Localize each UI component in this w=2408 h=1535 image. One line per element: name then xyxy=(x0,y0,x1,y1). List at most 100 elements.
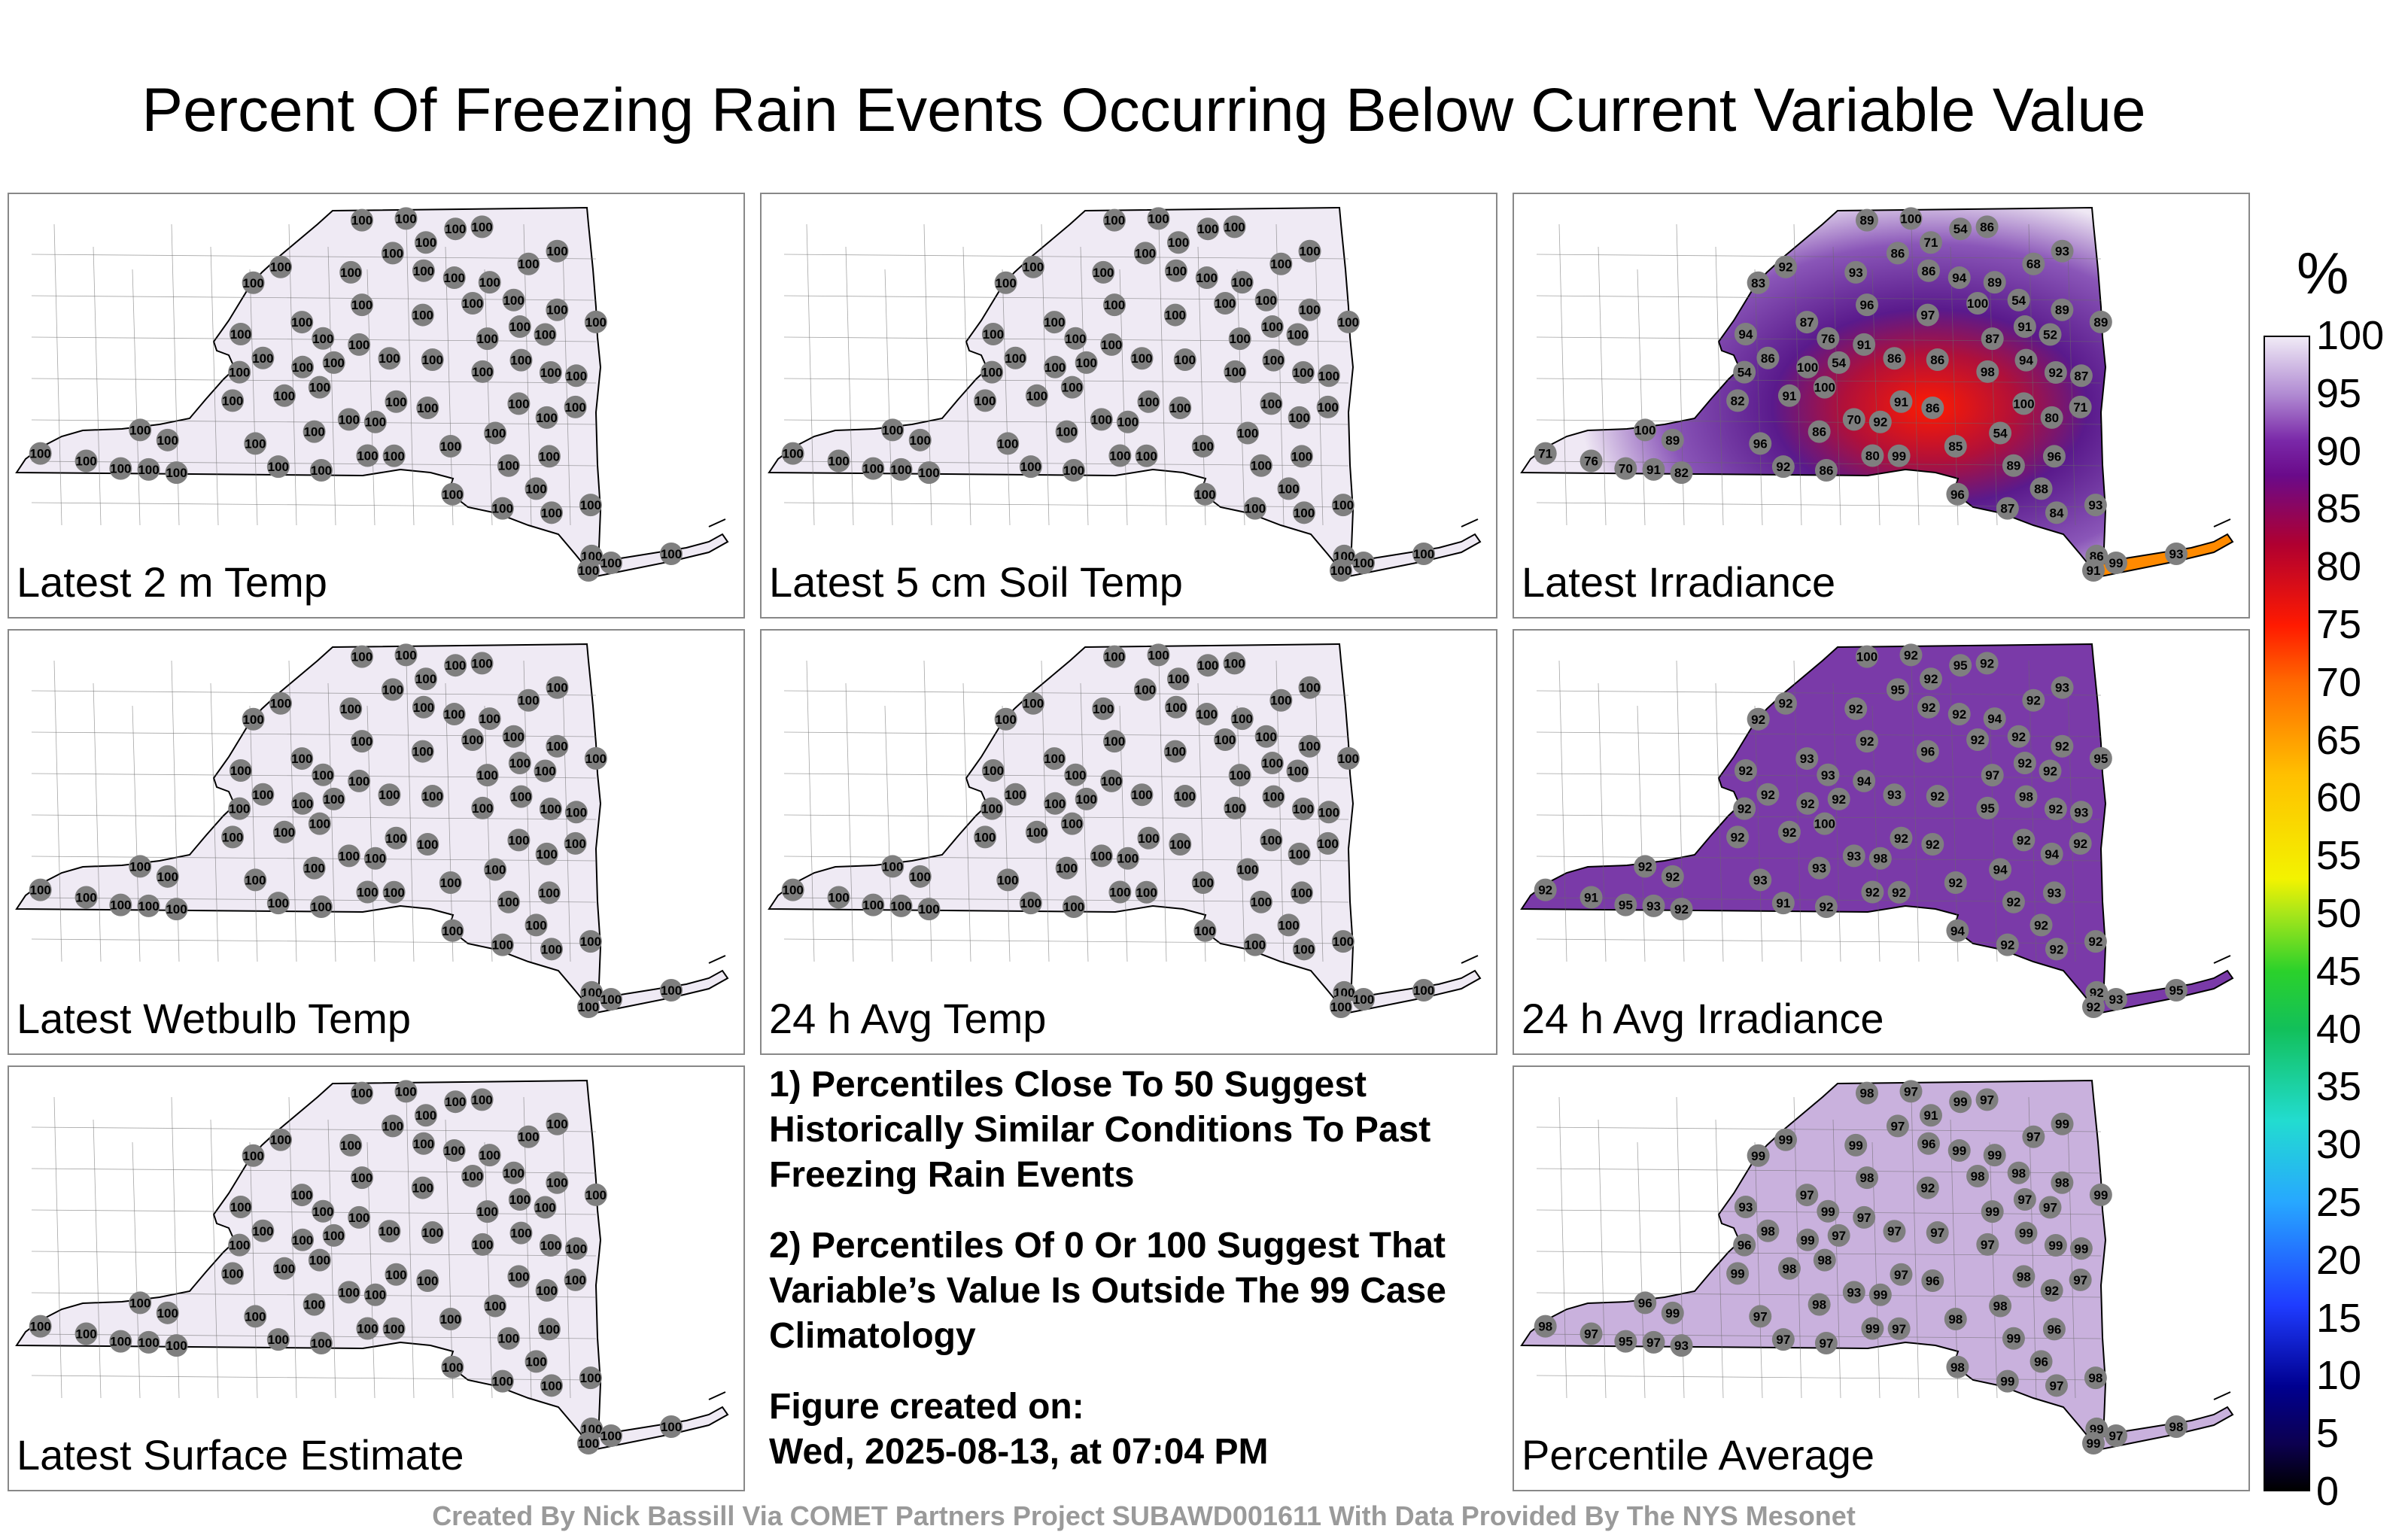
station-marker: 80 xyxy=(2040,406,2063,429)
station-marker: 100 xyxy=(1193,919,1217,942)
station-value: 100 xyxy=(498,1332,519,1346)
station-marker: 100 xyxy=(156,428,179,451)
station-marker: 100 xyxy=(1116,847,1139,870)
station-value: 100 xyxy=(1117,852,1139,866)
station-marker: 100 xyxy=(1292,501,1315,524)
station-marker: 93 xyxy=(1883,783,1906,807)
station-marker: 100 xyxy=(1269,688,1293,712)
station-value: 96 xyxy=(1753,436,1768,451)
station-value: 100 xyxy=(536,1284,557,1298)
station-value: 99 xyxy=(1801,1233,1815,1248)
station-marker: 100 xyxy=(524,913,548,937)
station-marker: 93 xyxy=(1749,868,1772,892)
station-value: 100 xyxy=(30,883,51,898)
station-value: 86 xyxy=(1930,353,1944,367)
station-value: 98 xyxy=(1873,852,1887,866)
station-value: 92 xyxy=(1926,837,1940,852)
station-value: 100 xyxy=(395,1084,416,1099)
station-value: 100 xyxy=(1299,740,1320,754)
station-value: 100 xyxy=(1263,790,1284,804)
station-value: 100 xyxy=(995,276,1016,290)
station-value: 97 xyxy=(1753,1309,1768,1324)
station-marker: 100 xyxy=(1043,747,1066,771)
station-marker: 100 xyxy=(1100,769,1123,792)
station-marker: 100 xyxy=(908,428,932,451)
station-value: 93 xyxy=(1847,849,1861,863)
station-value: 93 xyxy=(1821,768,1835,783)
station-marker: 95 xyxy=(2165,979,2188,1002)
station-value: 99 xyxy=(1892,449,1906,464)
station-marker: 94 xyxy=(1853,769,1876,792)
station-value: 100 xyxy=(862,898,883,913)
station-marker: 100 xyxy=(421,1221,444,1245)
station-value: 92 xyxy=(1819,900,1833,914)
station-value: 97 xyxy=(1584,1327,1598,1341)
station-value: 100 xyxy=(1330,1000,1351,1014)
state-map: 1001001001001001001001001001001001001001… xyxy=(15,206,729,582)
station-value: 100 xyxy=(1168,672,1189,686)
station-marker: 100 xyxy=(1317,801,1340,824)
station-value: 99 xyxy=(1873,1288,1887,1302)
station-value: 96 xyxy=(1860,298,1874,312)
station-value: 70 xyxy=(1619,462,1633,476)
station-marker: 100 xyxy=(502,288,525,312)
station-value: 100 xyxy=(661,983,682,998)
station-marker: 54 xyxy=(1827,351,1850,374)
station-marker: 92 xyxy=(1856,730,1879,753)
station-value: 100 xyxy=(417,401,438,415)
state-map: 1001001001001001001001001001001001001001… xyxy=(768,206,1482,582)
state-map: 100 100 100 100 100 100 100 100 100 100 100 100 100 1… xyxy=(768,643,1482,1018)
station-marker: 100 xyxy=(350,208,373,232)
station-marker: 100 xyxy=(228,1233,251,1257)
station-value: 99 xyxy=(1987,1148,2002,1163)
station-value: 100 xyxy=(1317,400,1338,415)
station-marker: 100 xyxy=(337,844,360,868)
station-marker: 98 xyxy=(1856,1166,1879,1190)
station-marker: 98 xyxy=(1868,847,1892,870)
station-value: 100 xyxy=(1091,849,1112,863)
station-marker: 100 xyxy=(507,1265,531,1288)
station-value: 100 xyxy=(1075,792,1096,807)
station-value: 100 xyxy=(546,1176,567,1190)
state-map: 91 89 92 91 99 93 96 86 87 100 93 85 86 100 89 91 86 83 93… xyxy=(1520,206,2234,582)
station-marker: 84 xyxy=(2045,501,2068,524)
station-marker: 100 xyxy=(660,543,683,565)
station-value: 100 xyxy=(351,734,372,749)
station-marker: 100 xyxy=(1060,812,1084,835)
station-value: 100 xyxy=(1023,260,1044,275)
station-value: 100 xyxy=(274,825,295,840)
station-marker: 99 xyxy=(2082,1432,2105,1454)
station-marker: 93 xyxy=(2042,881,2066,904)
station-value: 100 xyxy=(1197,222,1218,236)
station-marker: 100 xyxy=(660,979,683,1002)
station-value: 100 xyxy=(357,448,378,463)
station-value: 100 xyxy=(166,902,187,916)
map-panel-latest-wetbulb-temp: 100 100 100 100 100 100 100 100 100 100 100 100 100 1… xyxy=(8,629,745,1055)
station-value: 100 xyxy=(415,236,436,250)
station-marker: 100 xyxy=(1137,390,1160,413)
station-value: 100 xyxy=(783,447,804,461)
station-marker: 100 xyxy=(546,298,569,321)
station-marker: 100 xyxy=(308,1248,331,1272)
station-value: 100 xyxy=(129,859,150,874)
station-value: 100 xyxy=(471,1093,492,1107)
station-marker: 100 xyxy=(385,1263,408,1286)
station-value: 100 xyxy=(311,464,332,478)
station-value: 100 xyxy=(415,672,436,686)
station-value: 100 xyxy=(413,264,434,278)
station-value: 99 xyxy=(2087,1436,2101,1451)
station-value: 100 xyxy=(230,764,251,778)
station-value: 97 xyxy=(2017,1193,2032,1207)
station-marker: 54 xyxy=(1733,360,1756,384)
station-marker: 99 xyxy=(1949,1090,1972,1114)
station-value: 92 xyxy=(2006,895,2020,910)
station-value: 100 xyxy=(661,547,682,561)
station-value: 100 xyxy=(1166,264,1187,278)
station-value: 100 xyxy=(440,1312,461,1327)
station-marker: 98 xyxy=(1944,1308,1967,1331)
station-marker: 100 xyxy=(381,678,404,701)
station-marker: 96 xyxy=(1634,1291,1657,1315)
station-value: 100 xyxy=(30,447,51,461)
station-value: 98 xyxy=(1782,1262,1796,1276)
station-value: 92 xyxy=(1921,701,1935,715)
